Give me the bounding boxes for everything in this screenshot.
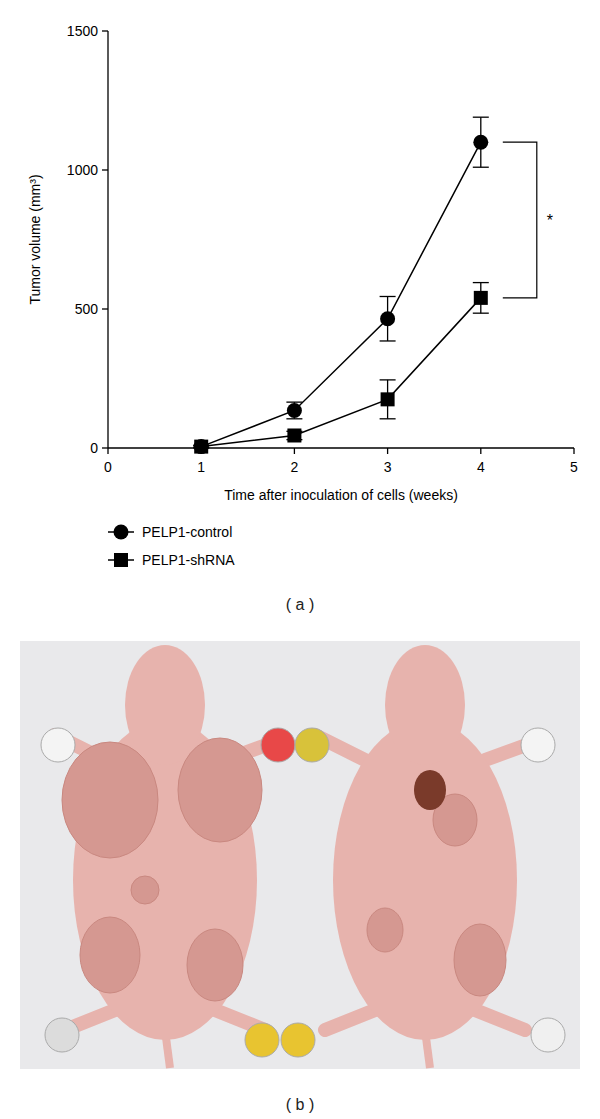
y-tick: [102, 30, 108, 31]
error-bar-cap: [473, 117, 489, 118]
x-tick-label: 1: [197, 459, 205, 475]
point: [474, 291, 488, 305]
legend-marker: [114, 525, 129, 540]
tumor: [131, 876, 159, 904]
significance-bracket: [503, 142, 537, 298]
y-tick-label: 500: [75, 301, 99, 317]
tumor: [178, 738, 262, 842]
limb: [325, 1010, 375, 1030]
figure-svg: 0 500 1000 1500 0 1 2 3 4 5 Time after inoculation…: [0, 0, 600, 1119]
head: [125, 645, 205, 765]
y-tick: [102, 169, 108, 170]
tumor: [80, 917, 140, 993]
mouse: [315, 645, 540, 1068]
point: [194, 439, 209, 454]
legend-label: PELP1-shRNA: [142, 552, 235, 568]
legend-label: PELP1-control: [142, 524, 232, 540]
error-bar: [380, 380, 396, 419]
limb: [475, 1010, 525, 1030]
plot-data: [193, 117, 489, 454]
x-tick-label: 2: [291, 459, 299, 475]
x-tick: [480, 448, 481, 454]
y-tick-label: 0: [90, 440, 98, 456]
x-tick: [387, 448, 388, 454]
photo-panel: [20, 641, 580, 1069]
x-tick-label: 0: [104, 459, 112, 475]
error-bar: [473, 117, 489, 167]
tumor: [454, 924, 506, 996]
x-tick: [294, 448, 295, 454]
series-line: [201, 298, 481, 447]
point: [473, 135, 488, 150]
axes: [108, 31, 574, 448]
point: [381, 392, 395, 406]
y-tick: [102, 447, 108, 448]
error-bar: [286, 402, 302, 419]
y-axis-label: Tumor volume (mm³): [27, 174, 43, 304]
x-tick-label: 5: [570, 459, 578, 475]
error-bar-cap: [380, 296, 396, 297]
error-bar-cap: [286, 418, 302, 419]
wound: [414, 770, 446, 810]
body: [333, 720, 517, 1040]
head: [385, 645, 465, 765]
pin: [245, 1023, 279, 1057]
x-tick: [573, 448, 574, 454]
y-tick-label: 1000: [67, 162, 98, 178]
panel-label: ( b ): [286, 1096, 314, 1113]
y-tick-label: 1500: [67, 23, 98, 39]
x-axis-line: [108, 447, 574, 448]
error-bar-cap: [473, 282, 489, 283]
pin: [281, 1023, 315, 1057]
pin: [521, 728, 555, 762]
error-bar: [473, 283, 489, 314]
pin: [531, 1018, 565, 1052]
legend-marker: [114, 553, 128, 567]
x-tick-label: 3: [384, 459, 392, 475]
tumor: [367, 908, 403, 952]
tumor: [187, 929, 243, 1001]
point: [194, 440, 208, 454]
x-axis-label: Time after inoculation of cells (weeks): [224, 487, 458, 503]
point: [287, 403, 302, 418]
pin: [261, 728, 295, 762]
x-tick-label: 4: [477, 459, 485, 475]
pin: [295, 728, 329, 762]
y-axis-line: [107, 31, 108, 448]
tumor: [62, 742, 158, 858]
error-bar: [380, 296, 396, 340]
error-bar-cap: [380, 418, 396, 419]
error-bar-cap: [286, 401, 302, 402]
point: [287, 428, 301, 442]
error-bar-cap: [473, 167, 489, 168]
error-bar-cap: [380, 379, 396, 380]
annotation: *: [547, 212, 553, 229]
point: [380, 311, 395, 326]
error-bar-cap: [380, 340, 396, 341]
legend: PELP1-control PELP1-shRNA: [108, 524, 235, 568]
pin: [45, 1018, 79, 1052]
figure: 0 500 1000 1500 0 1 2 3 4 5 Time after inoculation…: [0, 0, 600, 1119]
mouse: [55, 645, 280, 1068]
pin: [41, 728, 75, 762]
panel-label: ( a ): [286, 596, 314, 613]
y-tick: [102, 308, 108, 309]
series-line: [201, 142, 481, 446]
error-bar-cap: [473, 313, 489, 314]
photo-background: [20, 641, 580, 1069]
x-tick: [107, 448, 108, 454]
